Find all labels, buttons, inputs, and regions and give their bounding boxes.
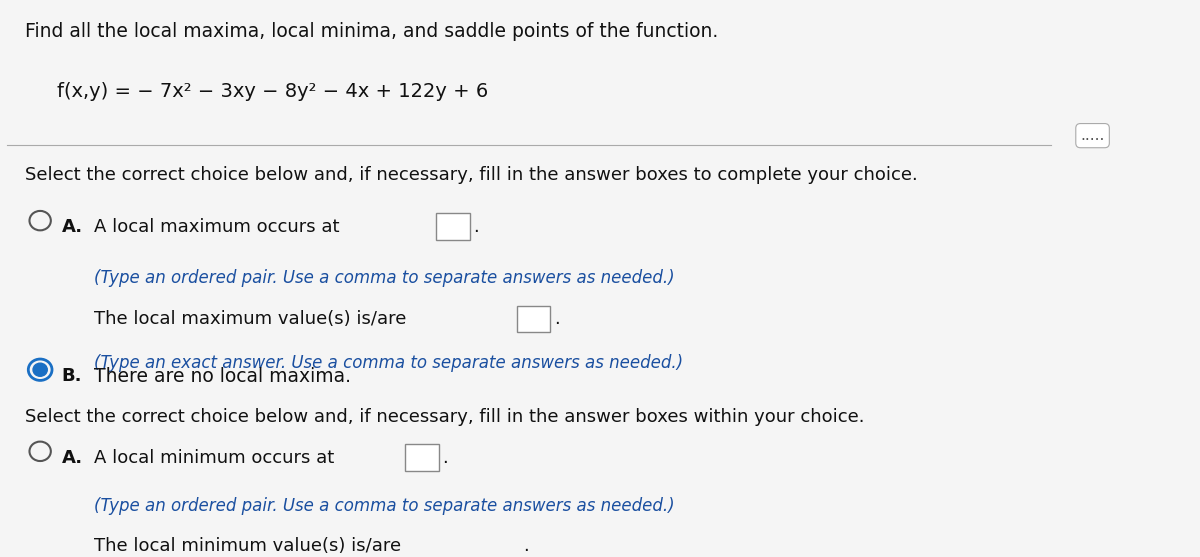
Text: (Type an exact answer. Use a comma to separate answers as needed.): (Type an exact answer. Use a comma to se…: [94, 354, 683, 372]
Text: Find all the local maxima, local minima, and saddle points of the function.: Find all the local maxima, local minima,…: [25, 22, 718, 41]
Text: The local minimum value(s) is/are: The local minimum value(s) is/are: [94, 538, 401, 555]
Text: .: .: [443, 449, 448, 467]
FancyBboxPatch shape: [486, 532, 520, 557]
Text: .: .: [553, 310, 559, 329]
Text: A local maximum occurs at: A local maximum occurs at: [94, 218, 340, 236]
FancyBboxPatch shape: [406, 444, 439, 471]
Text: .: .: [523, 538, 529, 555]
Ellipse shape: [34, 363, 47, 377]
Text: A local minimum occurs at: A local minimum occurs at: [94, 449, 334, 467]
FancyBboxPatch shape: [517, 306, 550, 333]
Text: f(x,y) = − 7x² − 3xy − 8y² − 4x + 122y + 6: f(x,y) = − 7x² − 3xy − 8y² − 4x + 122y +…: [56, 82, 488, 101]
Text: The local maximum value(s) is/are: The local maximum value(s) is/are: [94, 310, 406, 329]
Text: (Type an ordered pair. Use a comma to separate answers as needed.): (Type an ordered pair. Use a comma to se…: [94, 497, 674, 515]
Text: B.: B.: [61, 367, 82, 385]
Text: (Type an ordered pair. Use a comma to separate answers as needed.): (Type an ordered pair. Use a comma to se…: [94, 269, 674, 287]
Text: .: .: [473, 218, 479, 236]
Text: Select the correct choice below and, if necessary, fill in the answer boxes to c: Select the correct choice below and, if …: [25, 166, 918, 184]
Text: Select the correct choice below and, if necessary, fill in the answer boxes with: Select the correct choice below and, if …: [25, 408, 864, 426]
Text: .....: .....: [1080, 128, 1105, 143]
FancyBboxPatch shape: [437, 213, 469, 240]
Text: A.: A.: [61, 449, 83, 467]
Text: There are no local maxima.: There are no local maxima.: [94, 367, 350, 387]
Text: A.: A.: [61, 218, 83, 236]
